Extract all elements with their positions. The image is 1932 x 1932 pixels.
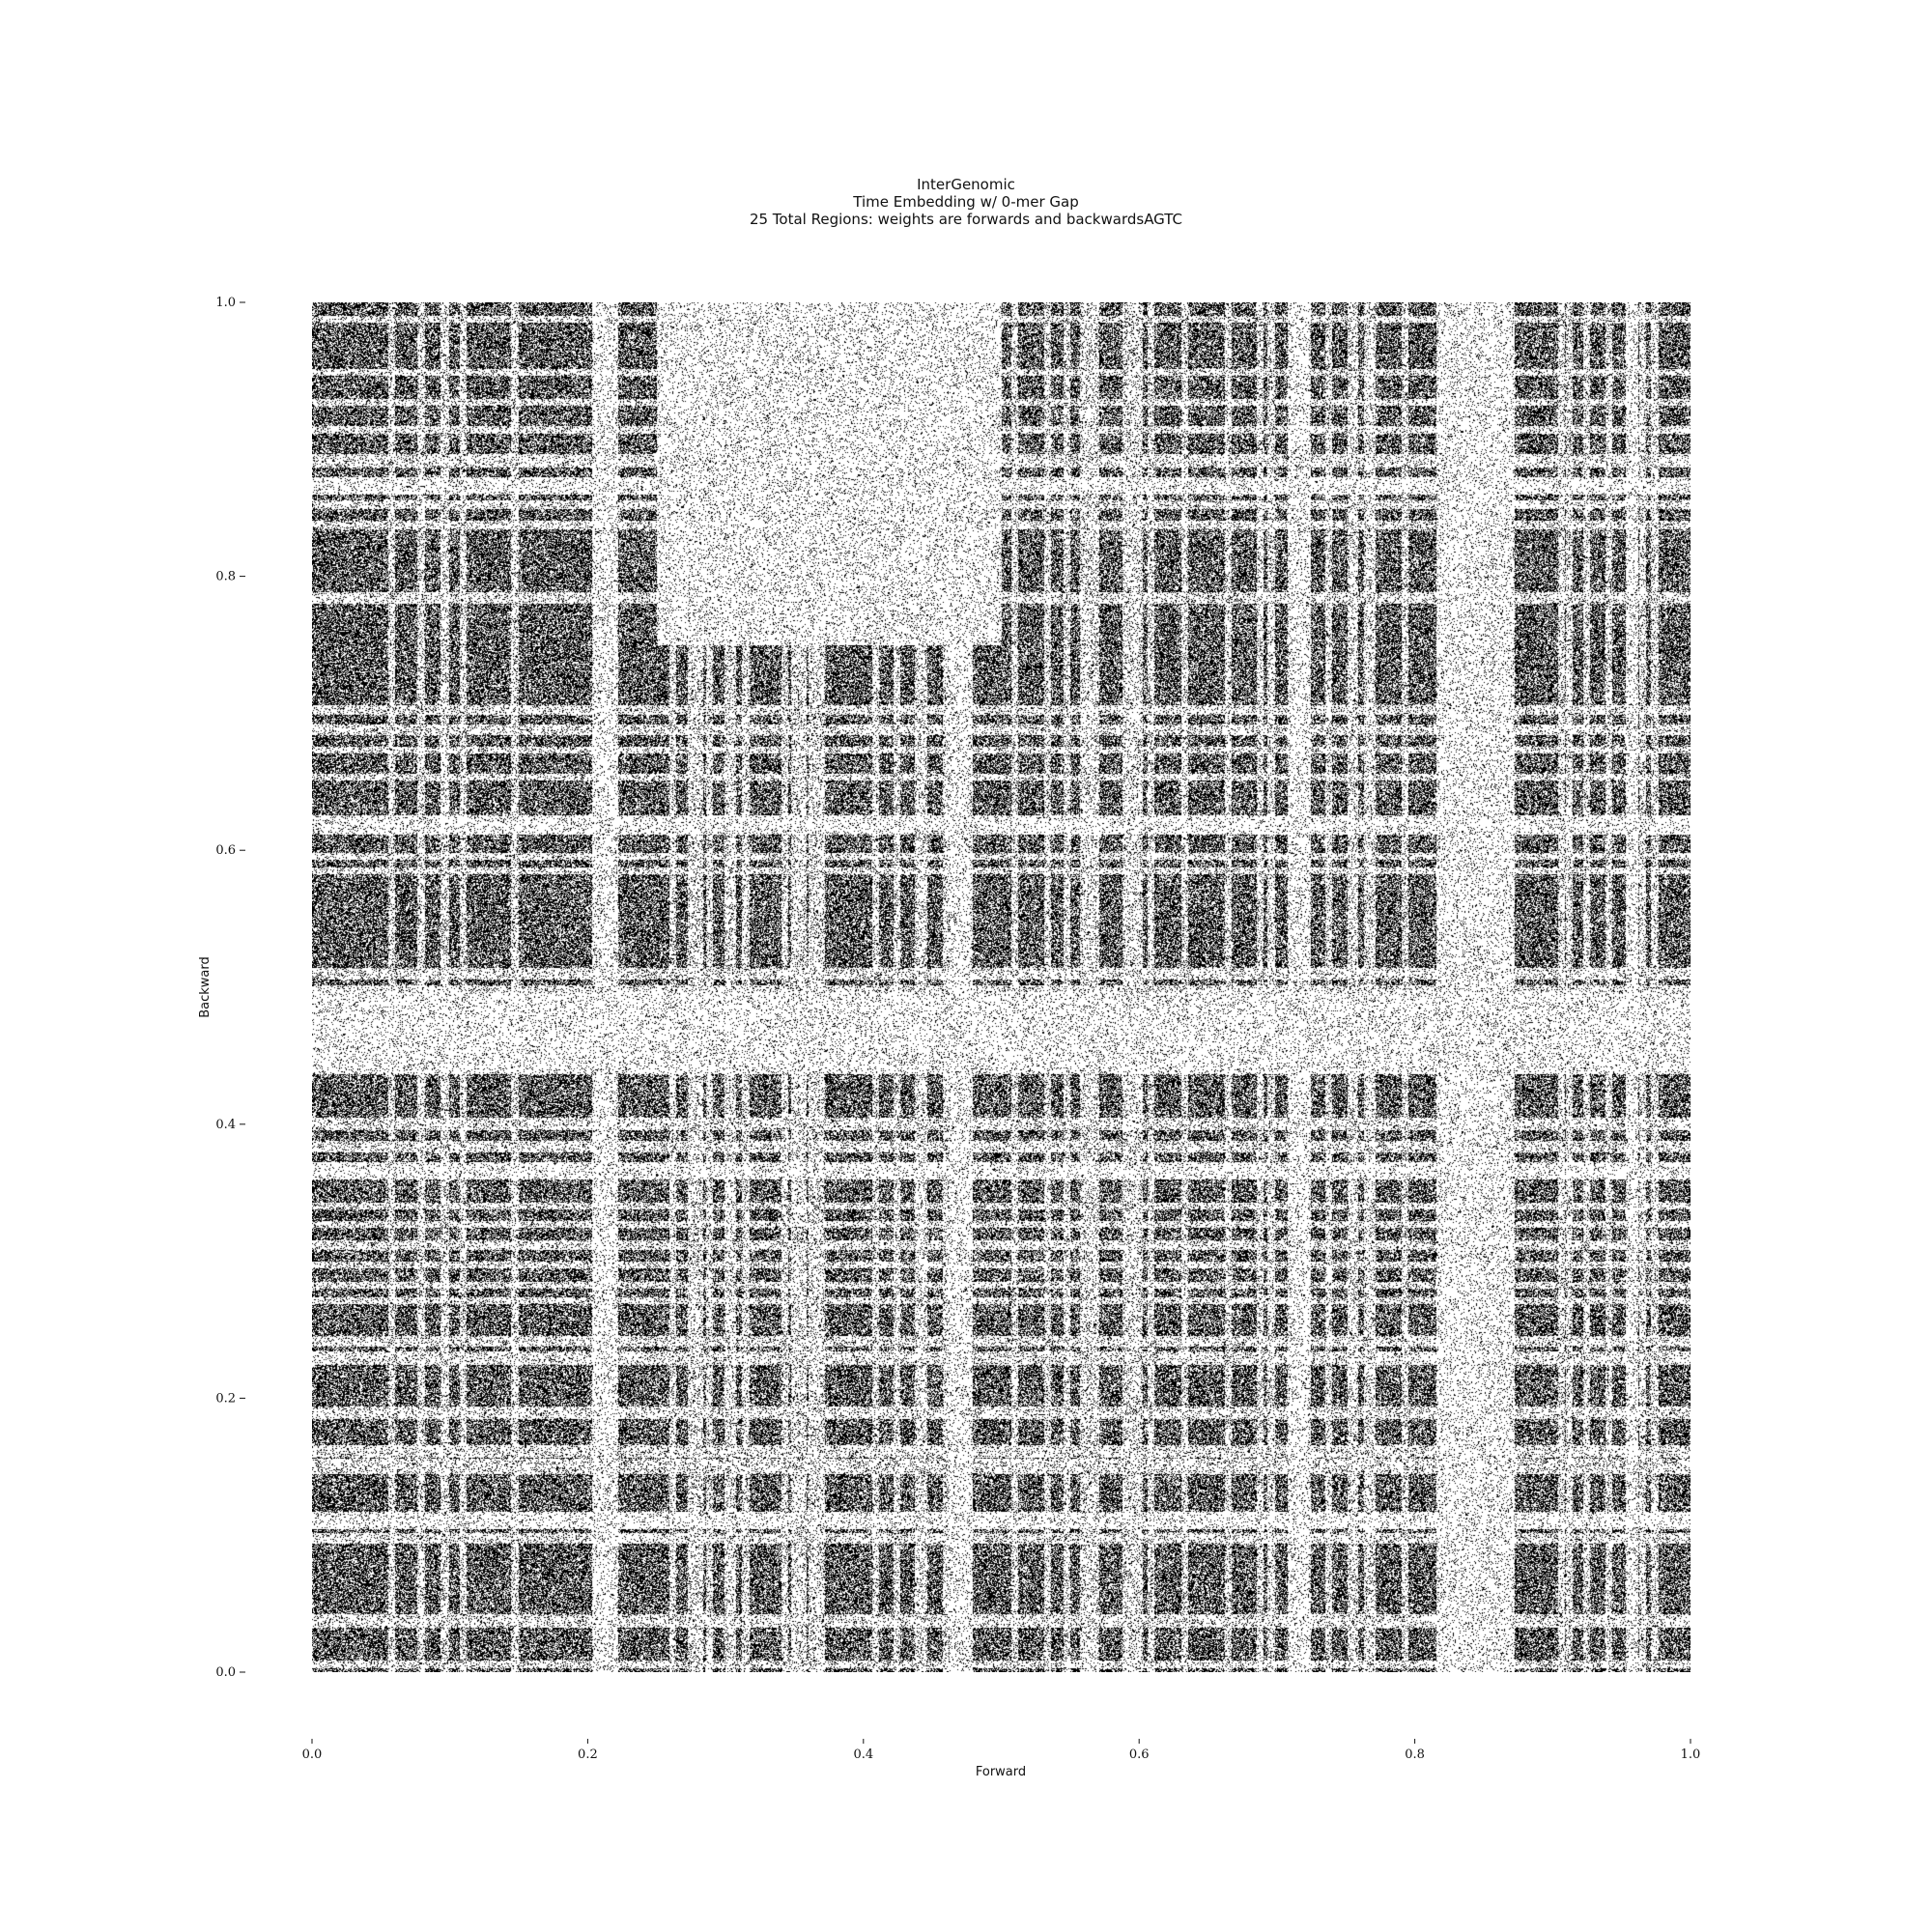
y-axis: 0.0 0.2 0.4 0.6 0.8 1.0: [215, 296, 245, 1680]
y-tick-label: 0.6: [215, 843, 236, 858]
x-tick-label: 1.0: [1681, 1747, 1701, 1762]
y-tick-label: 0.0: [215, 1665, 236, 1680]
chart-subtitle: Time Embedding w/ 0-mer Gap: [853, 193, 1079, 211]
chart-subtitle-detail: 25 Total Regions: weights are forwards a…: [749, 211, 1183, 228]
scatter-canvas-holder: [312, 302, 1690, 1672]
y-tick-label: 0.2: [215, 1391, 236, 1406]
y-tick-label: 0.8: [215, 570, 236, 584]
x-tick-label: 0.4: [853, 1747, 873, 1762]
chart-title: InterGenomic: [917, 176, 1015, 193]
x-tick-label: 0.0: [302, 1747, 323, 1762]
y-tick-label: 0.4: [215, 1118, 236, 1132]
x-tick-label: 0.6: [1129, 1747, 1150, 1762]
scatter-points: [312, 302, 1690, 1672]
x-axis: 0.0 0.2 0.4 0.6 0.8 1.0: [302, 1739, 1701, 1762]
x-tick-label: 0.8: [1405, 1747, 1425, 1762]
y-axis-label: Backward: [198, 956, 213, 1018]
x-axis-label: Forward: [976, 1765, 1026, 1779]
y-tick-label: 1.0: [215, 296, 236, 310]
x-tick-label: 0.2: [578, 1747, 598, 1762]
